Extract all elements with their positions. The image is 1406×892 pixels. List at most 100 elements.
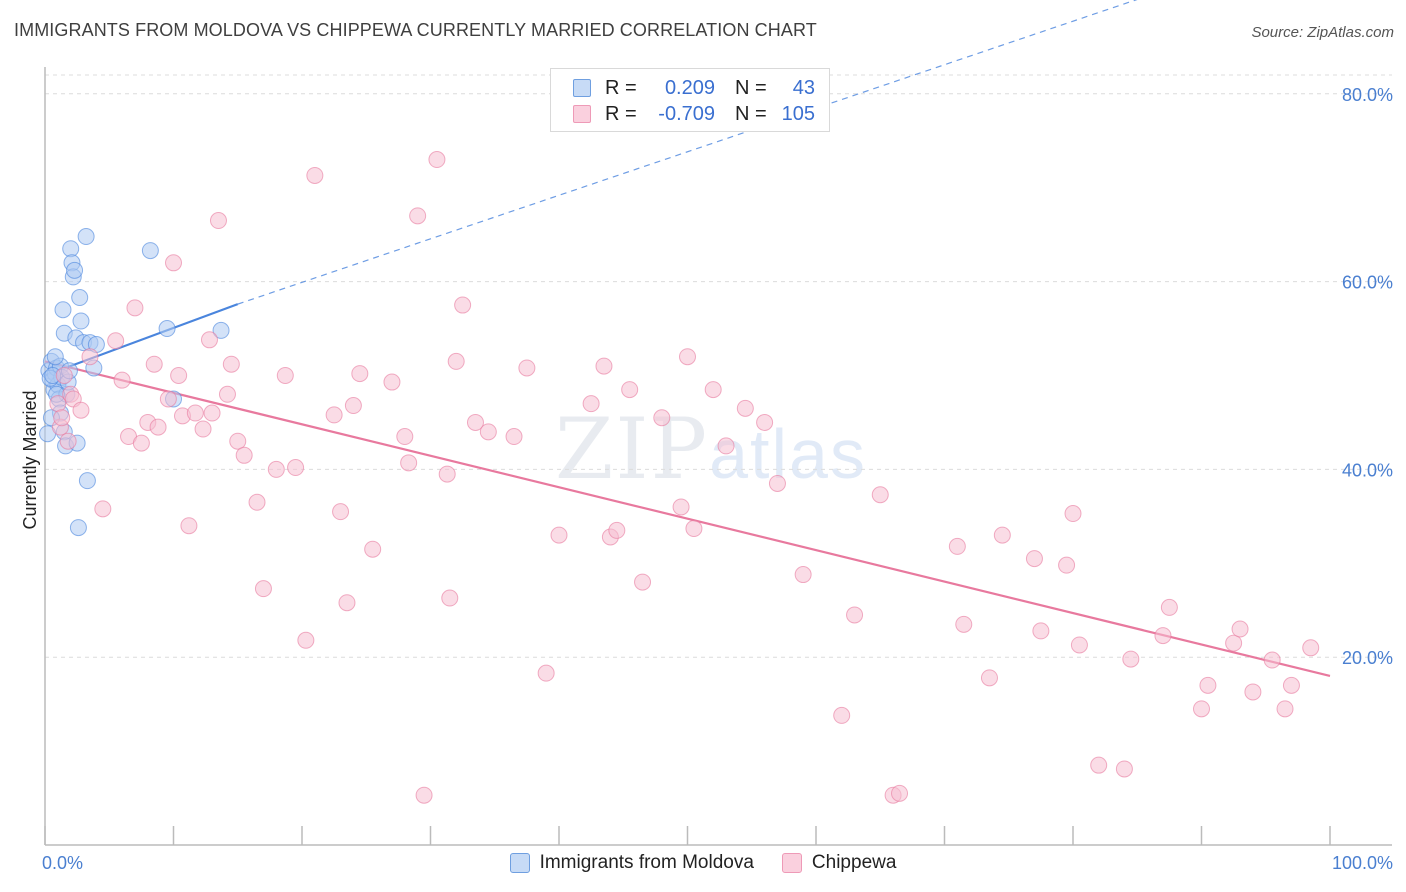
data-point <box>254 580 272 598</box>
x-tick-label-max: 100.0% <box>1332 853 1393 873</box>
legend-r-label: R = <box>605 76 637 99</box>
data-point <box>165 254 182 272</box>
data-point <box>383 373 401 391</box>
data-point <box>993 526 1011 544</box>
legend-n-value: 43 <box>792 76 815 99</box>
data-point <box>1025 550 1043 568</box>
data-point <box>344 397 362 415</box>
data-point <box>634 573 652 591</box>
y-tick-label: 40.0% <box>1342 460 1393 480</box>
data-point <box>149 418 167 436</box>
data-point <box>679 348 696 366</box>
watermark-atlas: atlas <box>709 415 867 493</box>
legend-swatch-moldova <box>509 853 530 873</box>
data-point <box>1070 636 1088 654</box>
data-point <box>1244 683 1262 701</box>
data-point <box>46 348 64 366</box>
data-point <box>537 664 555 682</box>
data-point <box>1154 627 1172 645</box>
data-point <box>1058 556 1076 574</box>
data-point <box>180 517 198 535</box>
grid <box>45 74 1392 658</box>
y-axis-label: Currently Married <box>20 390 40 529</box>
data-point <box>447 352 465 370</box>
data-point <box>59 432 77 450</box>
data-point <box>768 474 786 492</box>
data-point <box>54 301 72 319</box>
legend-r-value: 0.209 <box>664 76 715 99</box>
data-point <box>212 321 230 339</box>
trend-line-extension <box>237 0 1138 305</box>
data-point <box>132 434 150 452</box>
legend-swatch-chippewa <box>781 853 802 873</box>
data-point <box>364 540 382 558</box>
y-tick-label: 60.0% <box>1342 273 1393 293</box>
data-point <box>415 786 433 804</box>
data-point <box>756 413 774 431</box>
watermark: ZIPatlas <box>555 400 867 498</box>
data-point <box>672 498 690 516</box>
data-point <box>53 409 71 427</box>
data-point <box>1231 620 1249 638</box>
watermark-zip: ZIP <box>555 400 710 498</box>
data-point <box>94 500 112 518</box>
data-point <box>736 399 754 417</box>
data-point <box>194 420 212 438</box>
data-point <box>871 486 889 504</box>
data-point <box>107 332 125 350</box>
data-point <box>428 151 446 169</box>
data-point <box>1160 598 1178 616</box>
data-point <box>438 465 456 483</box>
data-point <box>325 406 343 424</box>
data-point <box>276 366 294 384</box>
data-point <box>1276 700 1294 718</box>
data-point <box>62 240 80 258</box>
data-point <box>55 366 73 384</box>
data-point <box>550 526 568 544</box>
y-tick-label: 20.0% <box>1342 648 1393 668</box>
trend-line-chippewa <box>44 360 1331 678</box>
data-point <box>159 390 177 408</box>
legend-swatch-chippewa <box>573 105 591 123</box>
legend-r-value: -0.709 <box>658 102 715 125</box>
data-point <box>1064 505 1082 523</box>
legend-label-chippewa: Chippewa <box>811 852 897 873</box>
tick-labels: 20.0% 40.0% 60.0% 80.0% 0.0% 100.0% <box>42 85 1393 873</box>
data-point <box>891 784 909 802</box>
data-point <box>704 381 722 399</box>
data-points <box>39 151 1320 804</box>
data-point <box>1090 756 1108 774</box>
data-point <box>338 594 356 612</box>
data-point <box>1032 622 1050 640</box>
chart-title: IMMIGRANTS FROM MOLDOVA VS CHIPPEWA CURR… <box>14 20 817 40</box>
data-point <box>582 395 600 413</box>
legend-n-label: N = <box>735 102 767 125</box>
legend-item-chippewa[interactable]: Chippewa <box>781 852 897 874</box>
data-point <box>518 359 536 377</box>
data-point <box>81 348 99 366</box>
data-point <box>1122 650 1140 668</box>
data-point <box>441 589 459 607</box>
data-point <box>685 520 703 538</box>
legend-item-moldova[interactable]: Immigrants from Moldova <box>509 852 754 874</box>
data-point <box>653 409 671 427</box>
data-point <box>955 615 973 633</box>
data-point <box>218 385 236 403</box>
data-point <box>409 207 427 225</box>
y-tick-label: 80.0% <box>1342 85 1393 105</box>
data-point <box>203 404 221 422</box>
data-point <box>948 537 966 555</box>
data-point <box>267 460 285 478</box>
data-point <box>66 261 84 279</box>
data-point <box>980 669 998 687</box>
data-point <box>186 404 204 422</box>
data-point <box>479 423 497 441</box>
data-point <box>222 355 240 373</box>
data-point <box>126 299 144 317</box>
data-point <box>454 296 472 314</box>
stats-legend: R = 0.209 N = 43 R = -0.709 N = 105 <box>550 68 830 132</box>
data-point <box>400 454 418 472</box>
data-point <box>145 355 163 373</box>
data-point <box>1193 700 1210 718</box>
data-point <box>595 357 613 375</box>
